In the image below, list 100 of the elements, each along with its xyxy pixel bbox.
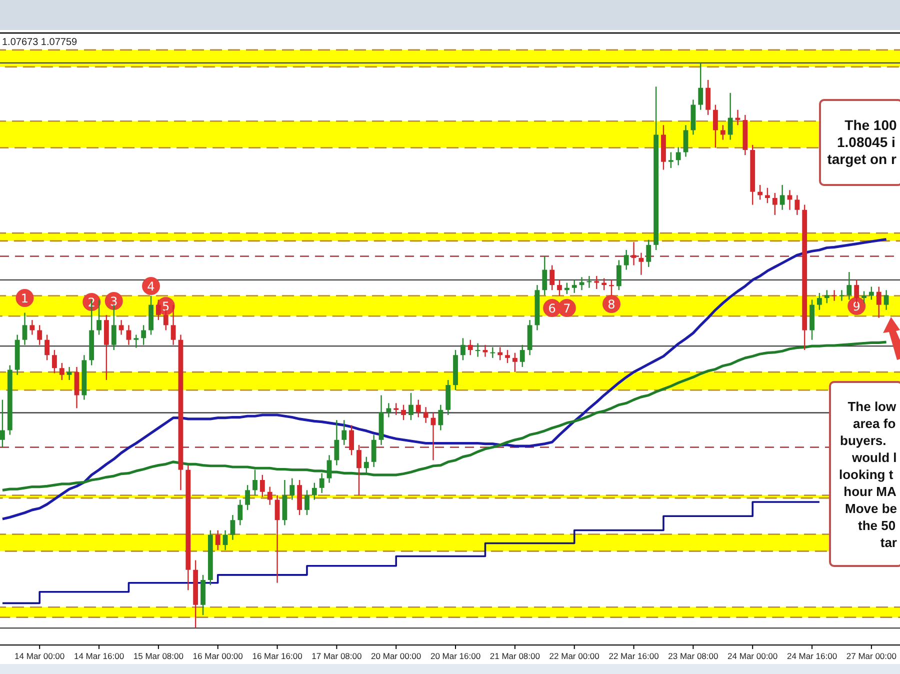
candlestick [594, 275, 600, 290]
candlestick [646, 239, 652, 268]
candlestick [498, 346, 503, 361]
candlestick [631, 241, 636, 266]
candlestick [290, 478, 295, 500]
candlestick [394, 402, 399, 416]
candlestick [111, 304, 116, 351]
annotation: 4 [147, 280, 155, 294]
candlestick [170, 304, 176, 346]
candlestick [550, 264, 555, 291]
candlestick [326, 454, 332, 484]
candlestick [356, 444, 362, 496]
x-tick-label: 21 Mar 08:00 [490, 651, 540, 661]
candlestick [824, 290, 830, 304]
candlestick [37, 324, 42, 346]
candlestick [371, 434, 376, 468]
candlestick [868, 286, 874, 300]
candlestick [542, 256, 548, 296]
candlestick [475, 342, 480, 358]
candlestick [490, 346, 496, 359]
x-tick-label: 22 Mar 16:00 [608, 651, 660, 661]
candlestick [505, 349, 510, 364]
candlestick [118, 319, 124, 336]
candlestick [334, 419, 340, 466]
candlestick [564, 282, 570, 295]
candlestick [468, 339, 473, 356]
candlestick [520, 344, 525, 368]
candlestick [163, 309, 168, 331]
annotation: 6 [548, 302, 556, 316]
x-tick-label: 14 Mar 16:00 [74, 651, 124, 661]
candlestick [312, 482, 317, 500]
candlestick [706, 79, 710, 116]
candlestick [44, 334, 50, 361]
candlestick [134, 334, 139, 348]
candlestick [572, 279, 577, 294]
candlestick [758, 184, 762, 200]
candlestick [780, 184, 785, 210]
annotation: 5 [162, 300, 170, 314]
candlestick [602, 278, 607, 291]
candlestick [713, 104, 718, 148]
number-badge: 3 [104, 292, 123, 310]
annotation: 9 [852, 300, 860, 314]
x-tick-label: 16 Mar 16:00 [252, 651, 303, 661]
candlestick [698, 62, 704, 110]
number-badge: 4 [142, 277, 160, 295]
candlestick [438, 404, 444, 431]
number-badge: 9 [848, 297, 866, 315]
candlestick [816, 292, 822, 310]
candlestick [460, 338, 466, 361]
candlestick [668, 152, 674, 169]
candlestick [349, 424, 354, 456]
x-tick-label: 20 Mar 00:00 [371, 651, 422, 661]
candlestick [862, 290, 866, 304]
annotation: 3 [110, 294, 118, 308]
candlestick [794, 194, 800, 216]
callout-box: The low area fo buyers. would l looking t hour MA Move be the 50 tar [829, 381, 900, 567]
candlestick [423, 406, 428, 424]
x-tick-label: 27 Mar 00:00 [846, 651, 897, 661]
candlestick [408, 392, 414, 421]
x-tick-label: 14 Mar 00:00 [14, 651, 65, 661]
x-tick-label: 15 Mar 08:00 [133, 651, 184, 661]
annotation: The 100 1.08045 i target on r [827, 117, 897, 167]
x-tick-label: 16 Mar 00:00 [192, 651, 244, 661]
candlestick [512, 352, 518, 373]
candlestick [245, 484, 250, 511]
candlestick [609, 279, 614, 296]
candlestick [52, 349, 57, 374]
number-badge: 8 [602, 295, 620, 313]
number-badge: 1 [16, 289, 34, 307]
candlestick [876, 286, 882, 318]
candlestick [59, 362, 64, 381]
annotation: 1 [20, 292, 29, 306]
candlestick [230, 514, 236, 540]
candlestick [720, 124, 726, 140]
candlestick [401, 404, 406, 421]
candlestick [728, 92, 733, 140]
candlestick [884, 290, 889, 310]
x-tick-label: 24 Mar 16:00 [786, 651, 838, 661]
candlestick [765, 187, 770, 204]
candlestick [141, 324, 146, 346]
candlestick [260, 474, 265, 498]
x-tick-label: 20 Mar 16:00 [430, 651, 481, 661]
candlestick [342, 419, 347, 446]
candlestick [222, 530, 228, 551]
annotation: 7 [563, 302, 571, 316]
candlestick [683, 124, 688, 158]
x-tick-label: 17 Mar 08:00 [312, 651, 362, 661]
candlestick [267, 486, 272, 506]
candlestick [416, 399, 421, 418]
callout-box: The 100 1.08045 i target on r [819, 99, 900, 186]
candlestick [364, 456, 369, 474]
annotation: 8 [608, 298, 616, 312]
candlestick [482, 344, 488, 358]
candlestick [215, 530, 220, 551]
candlestick [274, 494, 280, 584]
candlestick [839, 290, 844, 302]
candlestick [0, 399, 5, 448]
candlestick [238, 499, 243, 526]
candlestick [787, 189, 792, 210]
candlestick [30, 319, 35, 336]
